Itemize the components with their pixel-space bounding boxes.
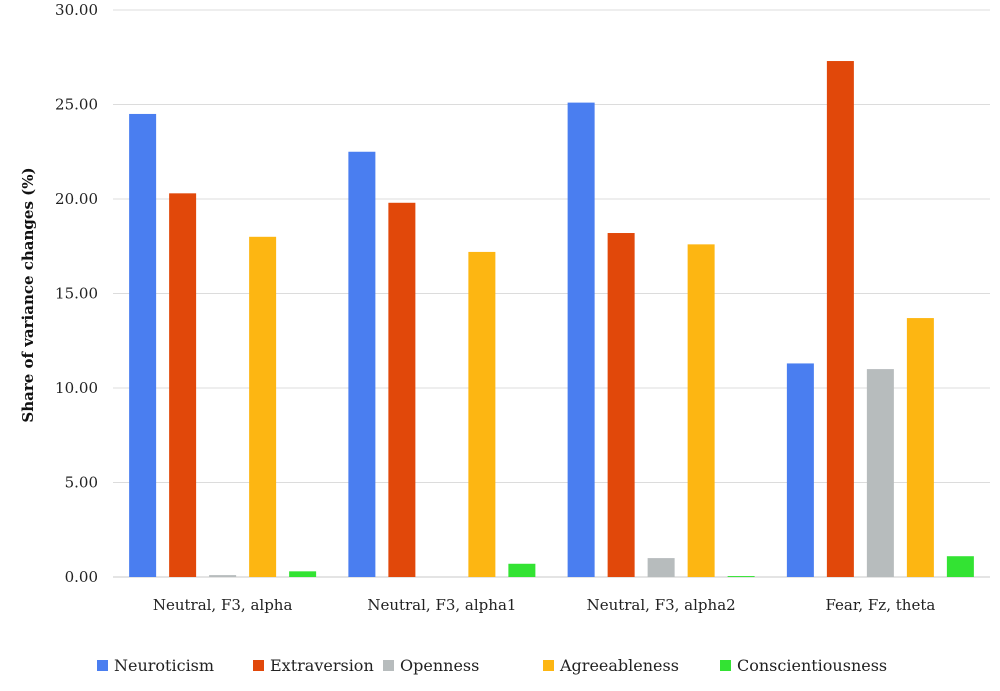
legend-label: Openness <box>400 656 479 675</box>
bar <box>567 102 595 578</box>
bar <box>826 61 854 577</box>
legend: Neuroticism Extraversion Openness Agreeable… <box>97 656 887 675</box>
bar <box>169 193 197 577</box>
x-tick-label: Fear, Fz, theta <box>825 596 935 614</box>
bar <box>727 576 755 577</box>
legend-label: Conscientiousness <box>737 656 887 675</box>
bar <box>289 571 317 577</box>
legend-label: Agreeableness <box>559 656 679 675</box>
legend-item: Extraversion <box>253 656 374 675</box>
legend-item: Conscientiousness <box>720 656 887 675</box>
y-axis-label: Share of variance changes (%) <box>19 167 37 422</box>
y-tick-label: 10.00 <box>55 379 98 397</box>
bar <box>129 113 157 577</box>
bar <box>647 558 675 577</box>
legend-swatch <box>383 660 394 671</box>
legend-item: Agreeableness <box>543 656 679 675</box>
y-tick-label: 25.00 <box>55 96 98 114</box>
x-axis-ticks: Neutral, F3, alpha Neutral, F3, alpha1 Neu… <box>153 596 936 614</box>
bar <box>249 236 277 578</box>
gridlines <box>113 9 990 578</box>
bar <box>209 575 237 577</box>
y-tick-label: 15.00 <box>55 285 98 303</box>
bars <box>129 61 974 578</box>
y-tick-label: 30.00 <box>55 1 98 19</box>
bar <box>508 563 536 577</box>
y-tick-label: 5.00 <box>65 474 98 492</box>
bar <box>607 233 635 577</box>
bar <box>866 369 894 577</box>
legend-item: Openness <box>383 656 479 675</box>
x-tick-label: Neutral, F3, alpha <box>153 596 293 614</box>
bar <box>687 244 715 578</box>
y-tick-label: 20.00 <box>55 190 98 208</box>
legend-label: Extraversion <box>270 656 374 675</box>
legend-swatch <box>97 660 108 671</box>
bar <box>946 556 974 577</box>
x-tick-label: Neutral, F3, alpha1 <box>367 596 516 614</box>
legend-swatch <box>720 660 731 671</box>
legend-swatch <box>253 660 264 671</box>
y-tick-label: 0.00 <box>65 568 98 586</box>
bar <box>786 363 814 577</box>
bar <box>388 202 416 577</box>
legend-label: Neuroticism <box>114 656 214 675</box>
bar <box>906 318 934 577</box>
bar <box>348 151 376 577</box>
bar <box>468 251 496 578</box>
x-tick-label: Neutral, F3, alpha2 <box>587 596 736 614</box>
legend-item: Neuroticism <box>97 656 214 675</box>
y-axis-ticks: 0.00 5.00 10.00 15.00 20.00 25.00 30.00 <box>55 1 98 586</box>
legend-swatch <box>543 660 554 671</box>
